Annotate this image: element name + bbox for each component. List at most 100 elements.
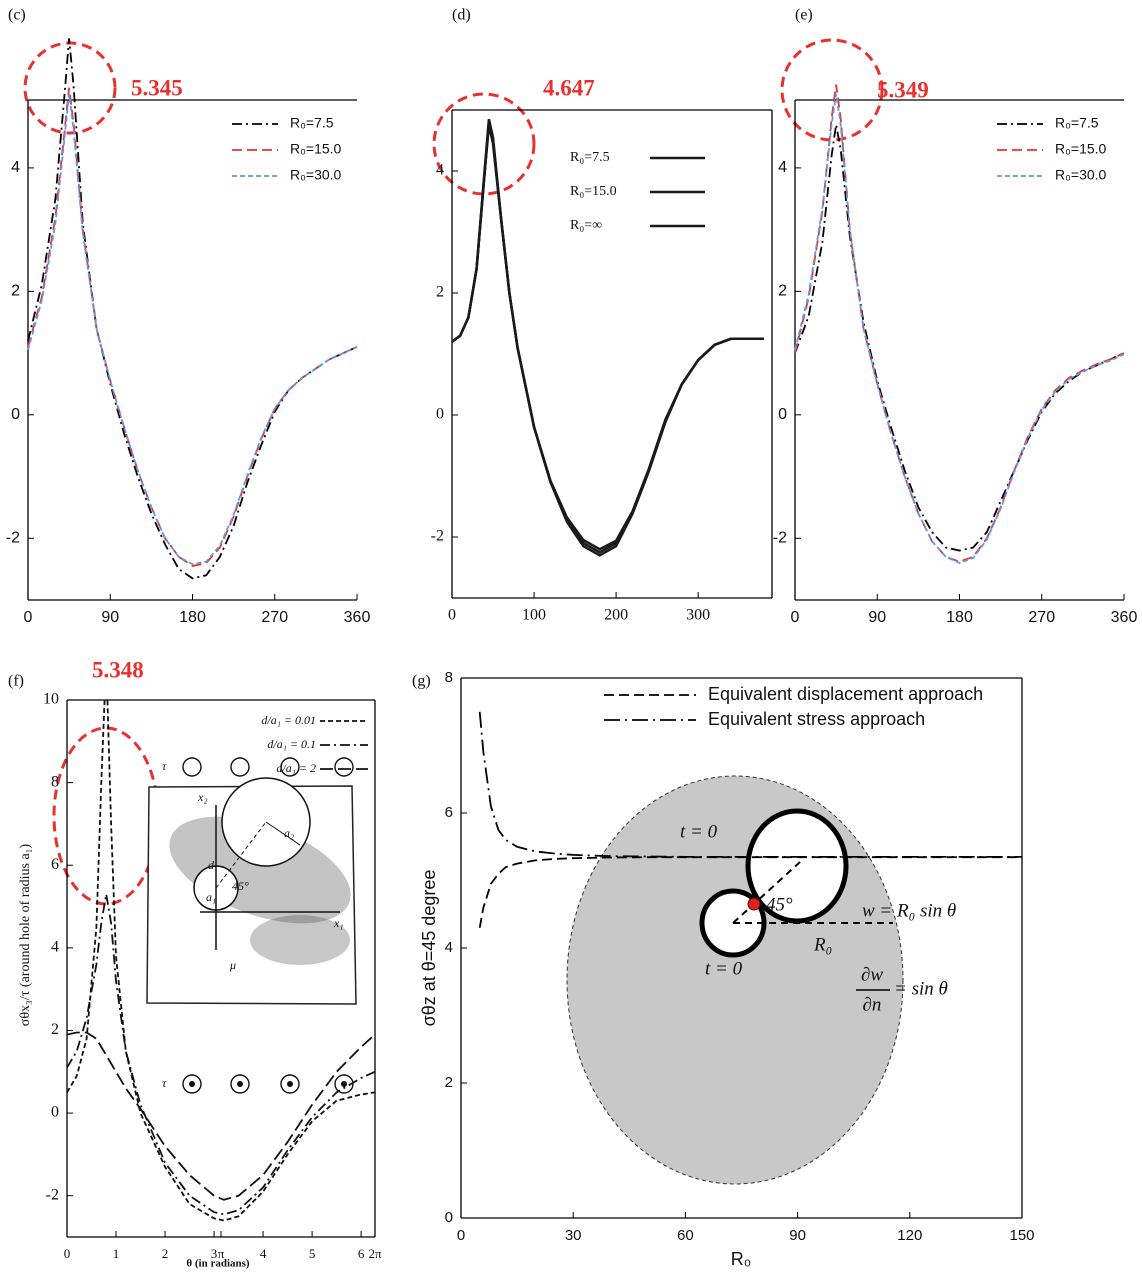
highlight — [52, 726, 160, 906]
y-tick-label: 8 — [51, 773, 59, 790]
inset-label: d — [208, 858, 215, 872]
x-tick-label: 2 — [162, 1246, 169, 1261]
inset-f: x₂ a₂ d a₁ 45° x₁ μ τ τ — [146, 757, 357, 1094]
series-line — [67, 893, 375, 1216]
x-tick-label: 360 — [344, 609, 371, 626]
series-line — [478, 711, 1022, 858]
inset-label: x₁ — [333, 916, 344, 930]
domain — [566, 775, 904, 1185]
x-tick-label: 6 — [358, 1246, 365, 1261]
x-tick-label: π — [218, 1246, 225, 1261]
y-tick-label: 8 — [445, 669, 453, 686]
legend-label: d/a₁ = 0.01 — [261, 713, 316, 727]
y-tick-label: 10 — [43, 691, 59, 708]
inset-g: w = R₀ sin θ t = 0 t = 0 45° R₀ ∂w ∂n = … — [566, 775, 956, 1185]
y-tick-label: 2 — [445, 1074, 453, 1091]
annotation: 4.647 — [543, 75, 595, 100]
legend-label: Equivalent stress approach — [708, 709, 925, 729]
y-tick-label: 2 — [436, 284, 444, 301]
x-tick-label: 0 — [24, 609, 33, 626]
y-axis-label: σθx₃/τ (around hole of radius a₁) — [18, 843, 33, 1026]
inset-label: = sin θ — [894, 978, 948, 999]
x-tick-label: 4 — [260, 1246, 267, 1261]
inset-label: τ — [162, 759, 167, 773]
highlight — [23, 41, 117, 135]
y-tick-label: -2 — [773, 529, 787, 546]
x-tick-label: 2π — [368, 1246, 382, 1261]
x-tick-label: 200 — [604, 607, 628, 624]
x-tick-label: 1 — [113, 1246, 120, 1261]
series-line — [794, 84, 1125, 563]
y-tick-label: 4 — [51, 939, 59, 956]
x-tick-label: 120 — [897, 1227, 922, 1244]
inset-labels: x₂ a₂ d a₁ 45° x₁ μ τ τ — [162, 759, 344, 1090]
x-tick-label: 180 — [946, 609, 973, 626]
legend-label: Equivalent displacement approach — [708, 684, 983, 704]
inset-label: x₂ — [197, 790, 208, 804]
inset-texture — [250, 915, 350, 965]
panel-label: (c) — [8, 7, 26, 24]
legend-label: R₀=7.5 — [290, 115, 334, 131]
inset-label: 45° — [232, 879, 249, 893]
x-tick-label: 300 — [686, 607, 710, 624]
inset-label: R₀ — [813, 934, 832, 955]
y-tick-label: 2 — [51, 1021, 59, 1038]
inset-radius — [265, 821, 301, 846]
y-tick-label: 4 — [436, 162, 444, 179]
legend-label: R₀=7.5 — [1055, 115, 1099, 131]
y-tick-label: 0 — [778, 406, 787, 423]
x-axis-label: θ (in radians) — [186, 1258, 250, 1270]
x-tick-label: 5 — [309, 1246, 316, 1261]
legend-label: R₀=15.0 — [290, 141, 342, 157]
x-tick-label: 60 — [677, 1227, 694, 1244]
panel: (e) 5.349 -2 0 2 4 0 90 180 270 360 R₀=7.5 R₀=15.0 R₀… — [773, 7, 1138, 627]
y-axis-label: σθz at θ=45 degree — [419, 870, 439, 1027]
panel-label: (f) — [8, 673, 24, 690]
y-tick-label: 0 — [51, 1104, 59, 1121]
series-line — [451, 118, 764, 551]
x-tick-label: 90 — [101, 609, 119, 626]
x-tick-label: 0 — [64, 1246, 71, 1261]
y-tick-label: -2 — [431, 528, 444, 545]
legend-label: d/a₁ = 0.1 — [267, 737, 316, 751]
legend-label: R₀=30.0 — [1055, 167, 1107, 183]
legend-label: R₀=15.0 — [570, 184, 617, 199]
x-tick-label: 180 — [179, 609, 206, 626]
panel: (g) 0 2 4 6 8 0 30 60 90 120 150 R₀ σθz at θ=45 degre… — [412, 669, 1035, 1269]
x-tick-label: 3 — [211, 1246, 218, 1261]
y-tick-label: 2 — [778, 283, 787, 300]
x-tick-label: 270 — [261, 609, 288, 626]
inset-label: t = 0 — [705, 958, 743, 979]
y-tick-label: -2 — [6, 529, 20, 546]
x-tick-label: 100 — [522, 607, 546, 624]
series-line — [27, 93, 358, 566]
highlight — [780, 38, 884, 142]
y-tick-label: 2 — [11, 283, 20, 300]
x-tick-label: 0 — [457, 1227, 465, 1244]
annotation: 5.348 — [92, 657, 144, 682]
series-line — [27, 38, 358, 580]
y-tick-label: 4 — [11, 159, 20, 176]
y-tick-label: 6 — [51, 856, 59, 873]
annotation: 5.345 — [131, 75, 183, 100]
inset-label: a₂ — [284, 826, 294, 840]
panel-label: (e) — [795, 7, 813, 24]
legend-label: R₀=30.0 — [290, 167, 342, 183]
y-tick-label: 4 — [445, 939, 453, 956]
x-tick-label: 90 — [868, 609, 886, 626]
annotation: 5.349 — [877, 77, 929, 102]
legend-label: R₀=15.0 — [1055, 141, 1107, 157]
inset-label: τ — [162, 1076, 167, 1090]
highlight — [432, 92, 536, 196]
inset-label: w = R₀ sin θ — [862, 900, 956, 921]
y-tick-label: 4 — [778, 159, 787, 176]
center-line — [732, 861, 801, 924]
x-tick-label: 270 — [1028, 609, 1055, 626]
panel-label: (g) — [412, 673, 431, 690]
series-line — [794, 124, 1125, 552]
x-tick-label: 0 — [448, 607, 456, 624]
legend-label: R₀=∞ — [570, 218, 602, 233]
y-tick-label: 0 — [11, 406, 20, 423]
